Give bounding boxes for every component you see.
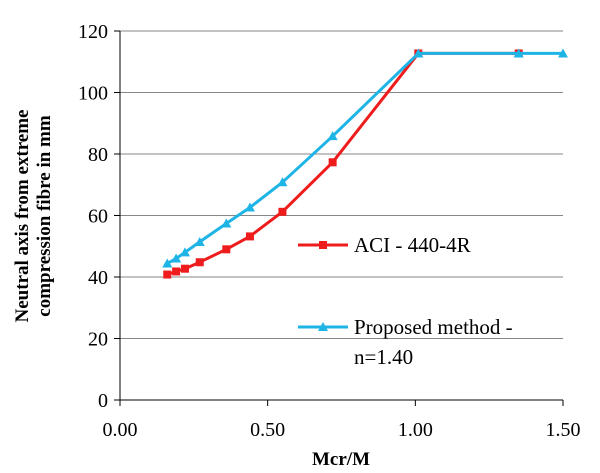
series-1-point bbox=[194, 236, 205, 246]
series-0-point bbox=[180, 264, 189, 273]
series-0-point bbox=[222, 245, 231, 254]
series-0-point bbox=[328, 158, 337, 167]
x-tick-label: 0.50 bbox=[250, 419, 285, 441]
legend-aci-label: ACI - 440-4R bbox=[354, 233, 471, 257]
series-1-point bbox=[513, 48, 524, 58]
series-0-point bbox=[245, 232, 254, 241]
series-0-point bbox=[163, 270, 172, 279]
axes bbox=[114, 30, 564, 406]
series-1-point bbox=[277, 177, 288, 187]
series-0-line bbox=[166, 51, 519, 276]
x-tick-label: 0.00 bbox=[103, 419, 138, 441]
series-1-point bbox=[327, 131, 338, 141]
series-1-point bbox=[179, 247, 190, 257]
y-tick-label: 60 bbox=[88, 206, 108, 228]
y-tick-label: 40 bbox=[88, 267, 108, 289]
legend-aci-swatch-marker bbox=[319, 241, 327, 249]
series-1-point bbox=[171, 253, 182, 263]
y-tick-label: 0 bbox=[98, 390, 108, 412]
series-1-line bbox=[166, 51, 563, 265]
series-0-point bbox=[278, 207, 287, 216]
legend-proposed-label-line-1: Proposed method - bbox=[354, 315, 513, 339]
y-tick-label: 20 bbox=[88, 329, 108, 351]
x-tick-label: 1.00 bbox=[398, 419, 433, 441]
y-tick-label: 120 bbox=[78, 21, 108, 43]
legend-proposed-label-line-2: n=1.40 bbox=[354, 345, 413, 369]
series-1-point bbox=[558, 48, 568, 58]
legend: ACI - 440-4R Proposed method - n=1.40 bbox=[298, 233, 513, 369]
x-axis-title: Mcr/M bbox=[312, 449, 370, 470]
series-1-point bbox=[244, 202, 255, 212]
series-1-point bbox=[413, 48, 424, 58]
y-axis-title-line-2: compression fibre in mm bbox=[34, 115, 55, 317]
series-0-point bbox=[195, 258, 204, 267]
y-axis-title-line-1: Neutral axis from extreme bbox=[12, 110, 33, 323]
series-0-point bbox=[172, 267, 181, 276]
grid-lines bbox=[120, 30, 563, 339]
x-tick-label: 1.50 bbox=[546, 419, 581, 441]
legend-item-aci: ACI - 440-4R bbox=[298, 233, 471, 257]
series-layer bbox=[162, 48, 568, 279]
tick-labels: 0 20 40 60 80 100 120 0.00 0.50 1.00 1.50 bbox=[78, 21, 581, 441]
legend-item-proposed: Proposed method - n=1.40 bbox=[298, 315, 513, 369]
y-tick-label: 80 bbox=[88, 144, 108, 166]
legend-proposed-swatch-marker bbox=[318, 322, 328, 331]
series-1 bbox=[162, 48, 568, 268]
y-tick-label: 100 bbox=[78, 83, 108, 105]
series-1-point bbox=[162, 258, 173, 268]
series-1-point bbox=[221, 218, 232, 228]
